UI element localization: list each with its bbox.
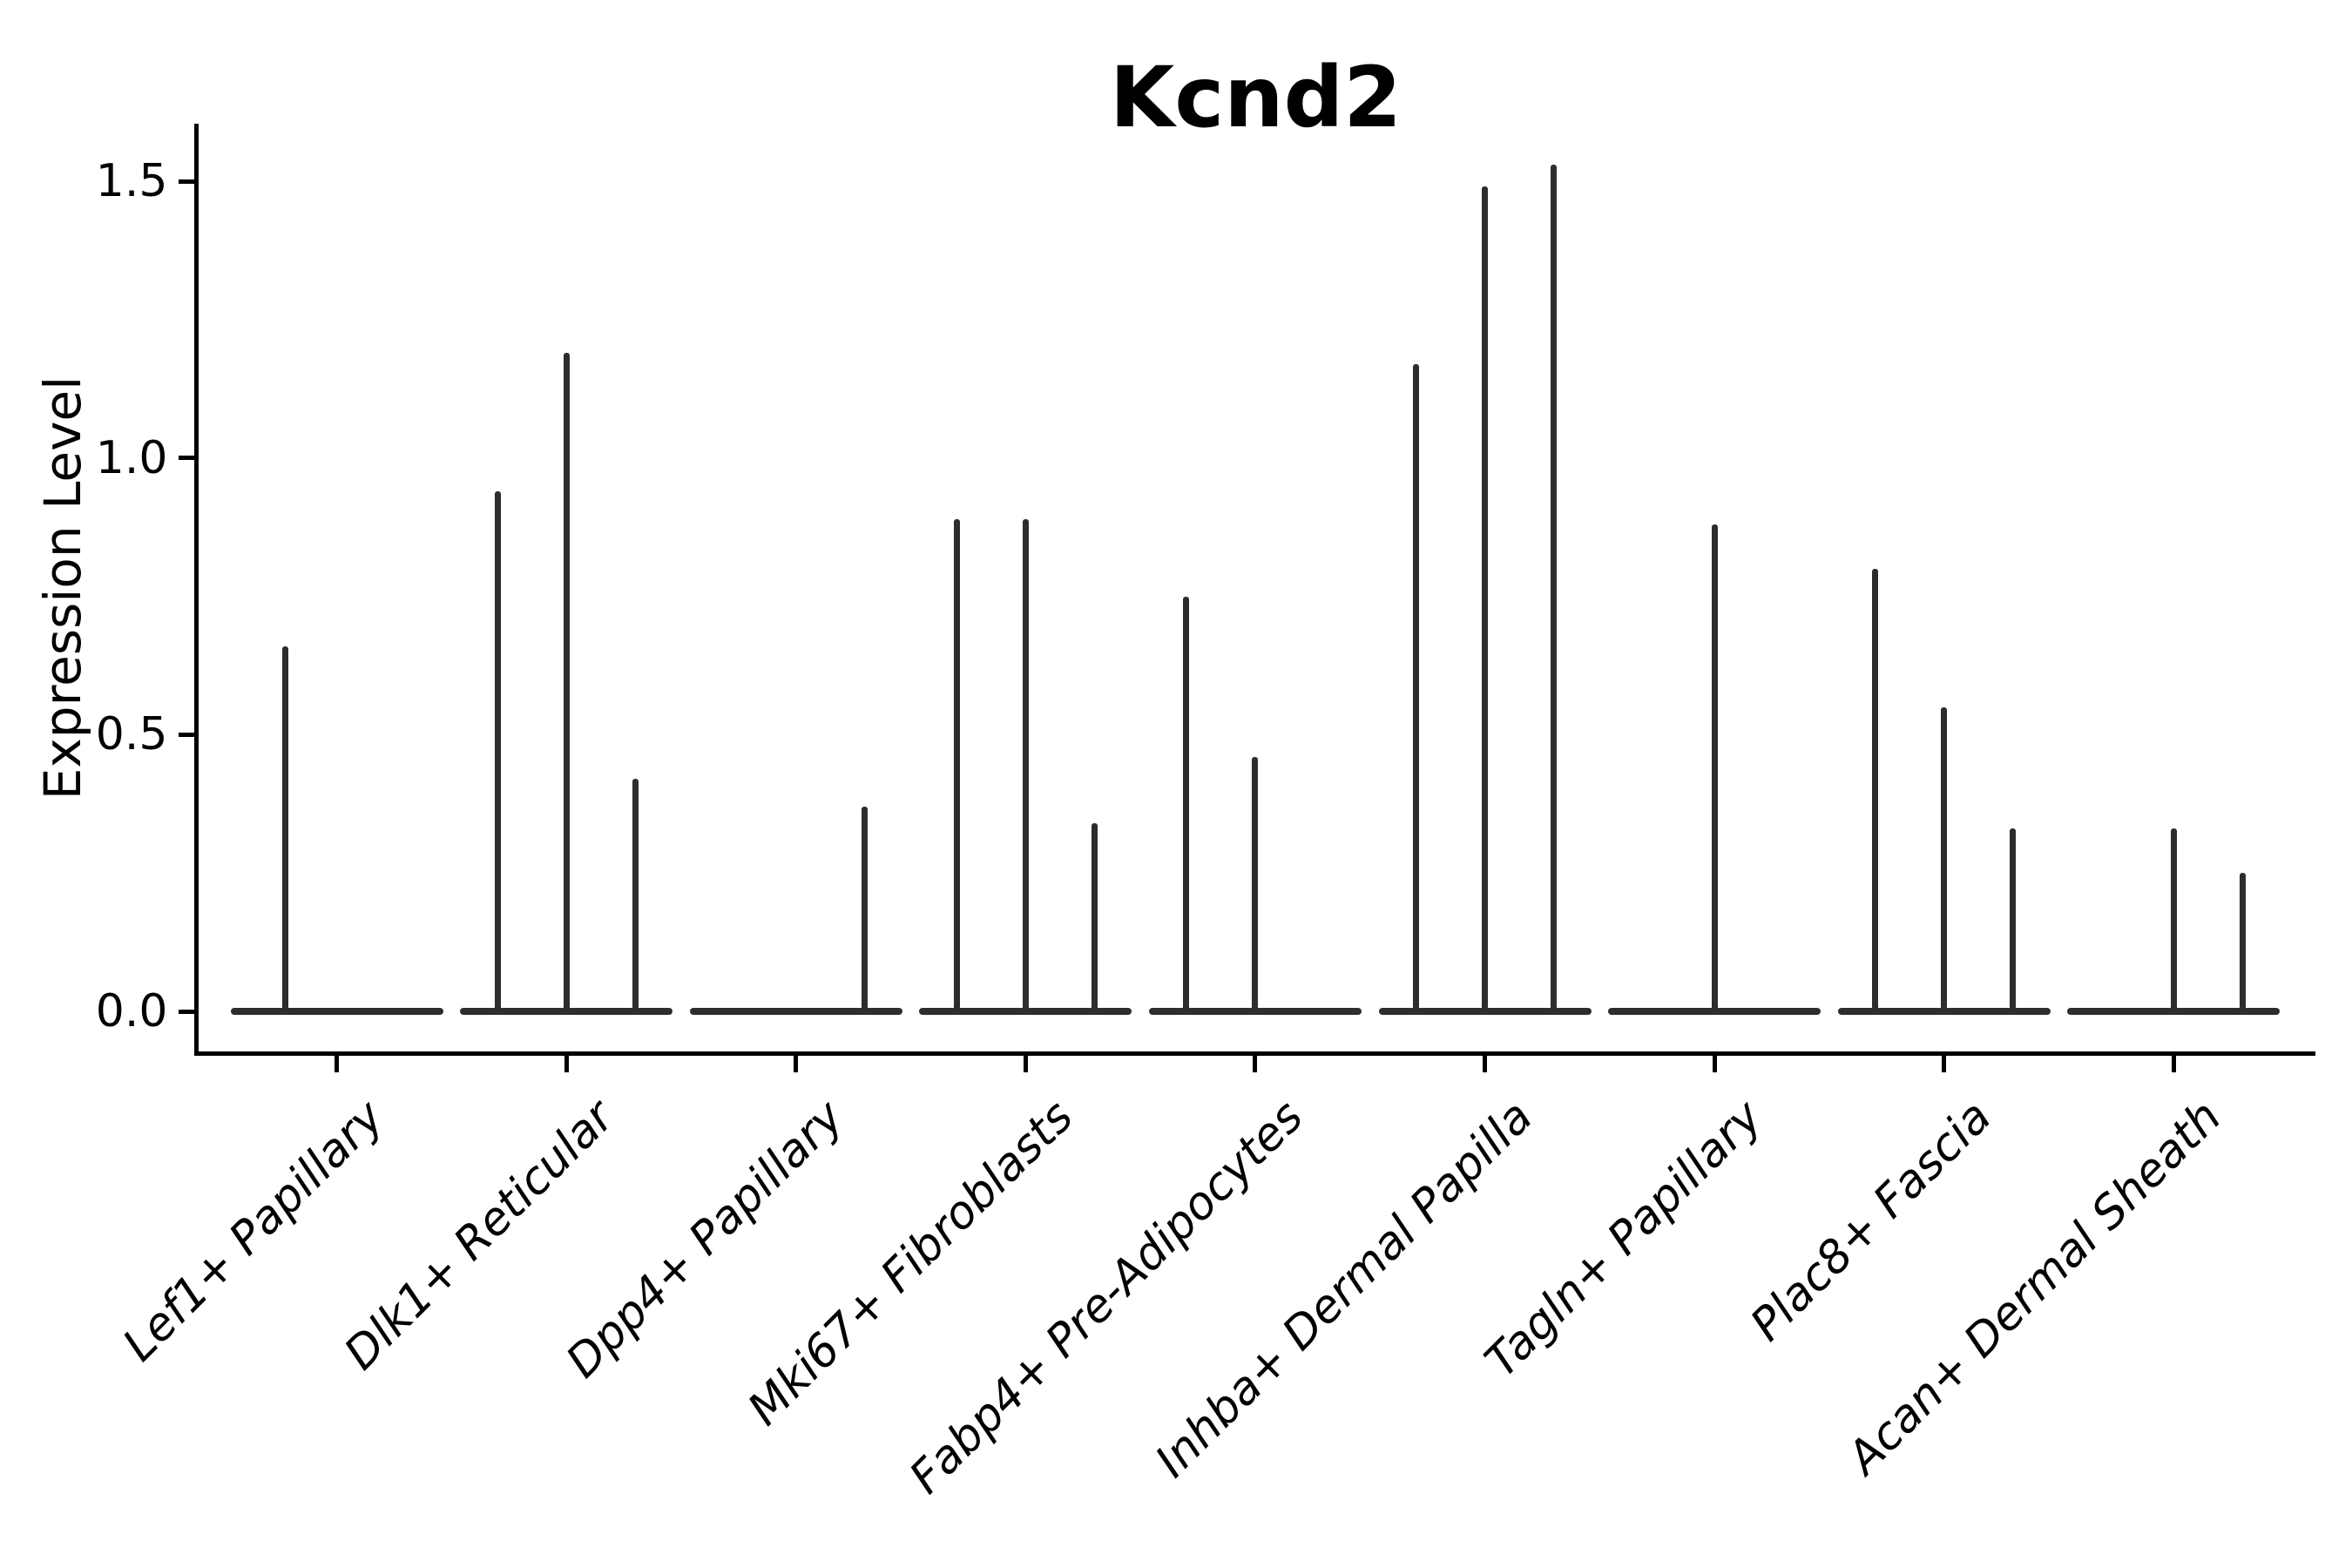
y-tick-mark [178,1009,194,1014]
violin-baseline [230,1008,443,1015]
chart-title: Kcnd2 [1109,49,1402,146]
x-tick-label: Fabp4+ Pre-Adipocytes [899,1091,1314,1504]
violin-spike [1183,596,1190,1011]
violin-baseline [1837,1008,2051,1015]
y-axis-spine [193,124,199,1056]
violin-spike [1711,524,1718,1011]
violin-spike [1941,706,1948,1011]
x-tick-mark [564,1055,569,1072]
x-tick-mark [794,1055,799,1072]
x-tick-mark [2171,1055,2176,1072]
violin-spike [2010,828,2017,1011]
violin-spike [494,490,501,1011]
violin-spike [1872,568,1879,1011]
x-tick-mark [1253,1055,1258,1072]
y-tick-mark [178,456,194,461]
x-tick-mark [1483,1055,1487,1072]
violin-spike [953,518,960,1011]
y-axis-label: Expression Level [33,375,92,801]
violin-baseline [689,1008,902,1015]
x-tick-label: Acan+ Dermal Sheath [1837,1091,2232,1484]
violin-baseline [1378,1008,1592,1015]
violin-baseline [919,1008,1132,1015]
y-tick-label: 1.0 [95,431,168,484]
violin-baseline [1608,1008,1821,1015]
violin-spike [2170,828,2177,1011]
violin-baseline [2067,1008,2281,1015]
x-axis-spine [193,1051,2315,1056]
x-tick-label: Plac8+ Fascia [1740,1091,2003,1352]
y-tick-label: 1.5 [95,155,168,208]
violin-spike [281,645,288,1011]
violin-spike [1412,363,1419,1011]
violin-spike [862,806,868,1011]
violin-spike [1252,756,1259,1011]
x-tick-mark [1942,1055,1947,1072]
violin-spike [2239,873,2246,1011]
violin-spike [1091,822,1098,1011]
y-tick-label: 0.5 [95,708,168,761]
violin-spike [632,779,639,1011]
violin-baseline [1148,1008,1362,1015]
violin-spike [1551,164,1558,1011]
violin-spike [1022,518,1029,1011]
violin-baseline [460,1008,673,1015]
x-tick-mark [1023,1055,1028,1072]
x-tick-mark [335,1055,339,1072]
x-tick-mark [1712,1055,1717,1072]
x-tick-label: Inhba+ Dermal Papilla [1146,1091,1543,1488]
y-tick-mark [178,179,194,184]
y-tick-mark [178,732,194,737]
y-tick-label: 0.0 [95,985,168,1037]
violin-spike [563,352,570,1011]
violin-spike [1482,186,1488,1011]
